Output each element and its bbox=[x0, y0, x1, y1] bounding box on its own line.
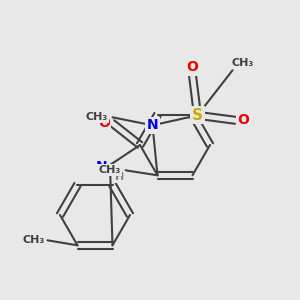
Text: N: N bbox=[96, 160, 108, 174]
Text: N: N bbox=[147, 118, 158, 132]
Text: CH₃: CH₃ bbox=[85, 112, 108, 122]
Text: CH₃: CH₃ bbox=[231, 58, 254, 68]
Text: CH₃: CH₃ bbox=[98, 165, 121, 175]
Text: O: O bbox=[238, 113, 249, 127]
Text: S: S bbox=[192, 108, 203, 123]
Text: CH₃: CH₃ bbox=[22, 235, 45, 245]
Text: H: H bbox=[116, 172, 124, 182]
Text: O: O bbox=[187, 60, 198, 74]
Text: O: O bbox=[98, 116, 110, 130]
